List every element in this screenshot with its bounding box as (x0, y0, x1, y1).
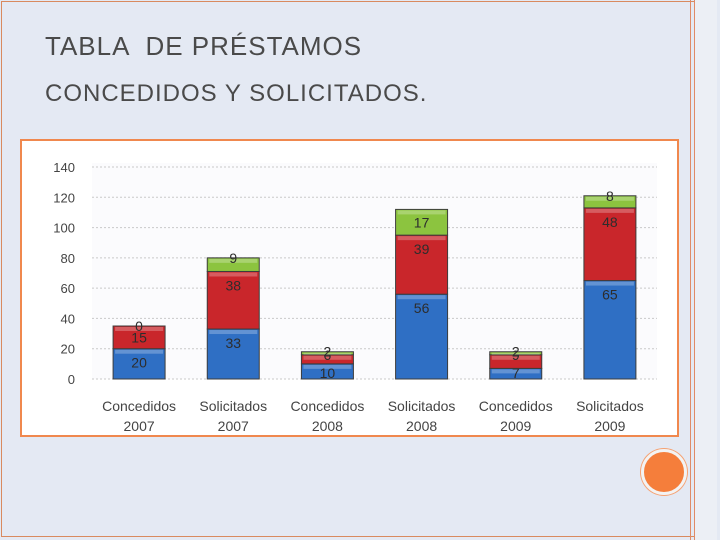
bar-highlight (585, 208, 634, 213)
bar-highlight (115, 349, 164, 354)
data-label: 7 (512, 365, 520, 381)
x-tick-label: Solicitados (199, 398, 267, 414)
bar-segment (395, 208, 449, 236)
x-tick-label-year: 2008 (406, 418, 437, 434)
x-tick-label-year: 2007 (124, 418, 155, 434)
bar-segment (206, 328, 260, 380)
bar-segment (206, 257, 260, 272)
slide-title: TABLA DE PRÉSTAMOS CONCEDIDOS Y SOLICITA… (45, 22, 665, 118)
data-label: 2 (512, 344, 520, 360)
bar-highlight (397, 295, 446, 300)
x-tick-label: Solicitados (388, 398, 456, 414)
decorative-circle (641, 449, 687, 495)
decorative-band (695, 0, 717, 540)
decorative-line (694, 0, 695, 540)
y-tick-label: 40 (61, 311, 75, 326)
data-label: 10 (320, 365, 336, 381)
x-tick-label: Concedidos (479, 398, 553, 414)
decorative-line (690, 0, 691, 540)
bar-highlight (397, 210, 446, 215)
data-label: 39 (414, 241, 430, 257)
bar-highlight (303, 364, 352, 369)
bar-segment (583, 195, 637, 209)
bar-segment (206, 270, 260, 330)
x-tick-label: Concedidos (102, 398, 176, 414)
bar-highlight (491, 355, 540, 360)
y-tick-label: 120 (53, 190, 75, 205)
data-label: 56 (414, 300, 430, 316)
data-label: 15 (131, 329, 147, 345)
bar-segment (489, 351, 543, 356)
slide-title-line-1: TABLA DE PRÉSTAMOS (45, 31, 363, 61)
plot-area (92, 163, 657, 379)
bar-highlight (585, 281, 634, 286)
y-tick-label: 0 (68, 372, 75, 387)
bar-highlight (303, 355, 352, 360)
data-label: 2 (324, 344, 332, 360)
x-tick-label: Concedidos (290, 398, 364, 414)
bar-segment (395, 293, 449, 380)
bar-highlight (209, 272, 258, 277)
bar-highlight (585, 196, 634, 201)
data-label: 33 (225, 335, 241, 351)
data-label: 8 (606, 188, 614, 204)
x-tick-label-year: 2007 (218, 418, 249, 434)
chart-frame: 0 20 40 60 80 100 120 140 20 15 0 Concedidos 2007 33 3… (20, 139, 679, 437)
data-label: 65 (602, 287, 618, 303)
data-label: 9 (229, 250, 237, 266)
bar-segment (300, 351, 354, 356)
data-label: 0 (135, 318, 143, 334)
bar-segment (112, 325, 166, 350)
y-tick-label: 60 (61, 281, 75, 296)
bar-highlight (491, 352, 540, 355)
bar-highlight (491, 369, 540, 374)
x-tick-label-year: 2009 (594, 418, 625, 434)
x-tick-label-year: 2008 (312, 418, 343, 434)
y-tick-label: 80 (61, 251, 75, 266)
stacked-bar-chart: 02040608010012014020150Concedidos2007333… (53, 160, 657, 434)
bar-highlight (303, 352, 352, 355)
bar-highlight (209, 258, 258, 263)
y-tick-label: 100 (53, 221, 75, 236)
slide-title-line-2: CONCEDIDOS Y SOLICITADOS. (45, 80, 428, 107)
bar-segment (583, 280, 637, 380)
x-tick-label-year: 2009 (500, 418, 531, 434)
data-label: 17 (414, 214, 430, 230)
x-tick-label: Solicitados (576, 398, 644, 414)
bar-highlight (209, 330, 258, 335)
data-label: 38 (225, 277, 241, 293)
bar-highlight (115, 327, 164, 331)
data-label: 20 (131, 355, 147, 371)
y-tick-label: 140 (53, 160, 75, 175)
bar-highlight (397, 236, 446, 241)
data-label: 48 (602, 214, 618, 230)
y-tick-label: 20 (61, 342, 75, 357)
